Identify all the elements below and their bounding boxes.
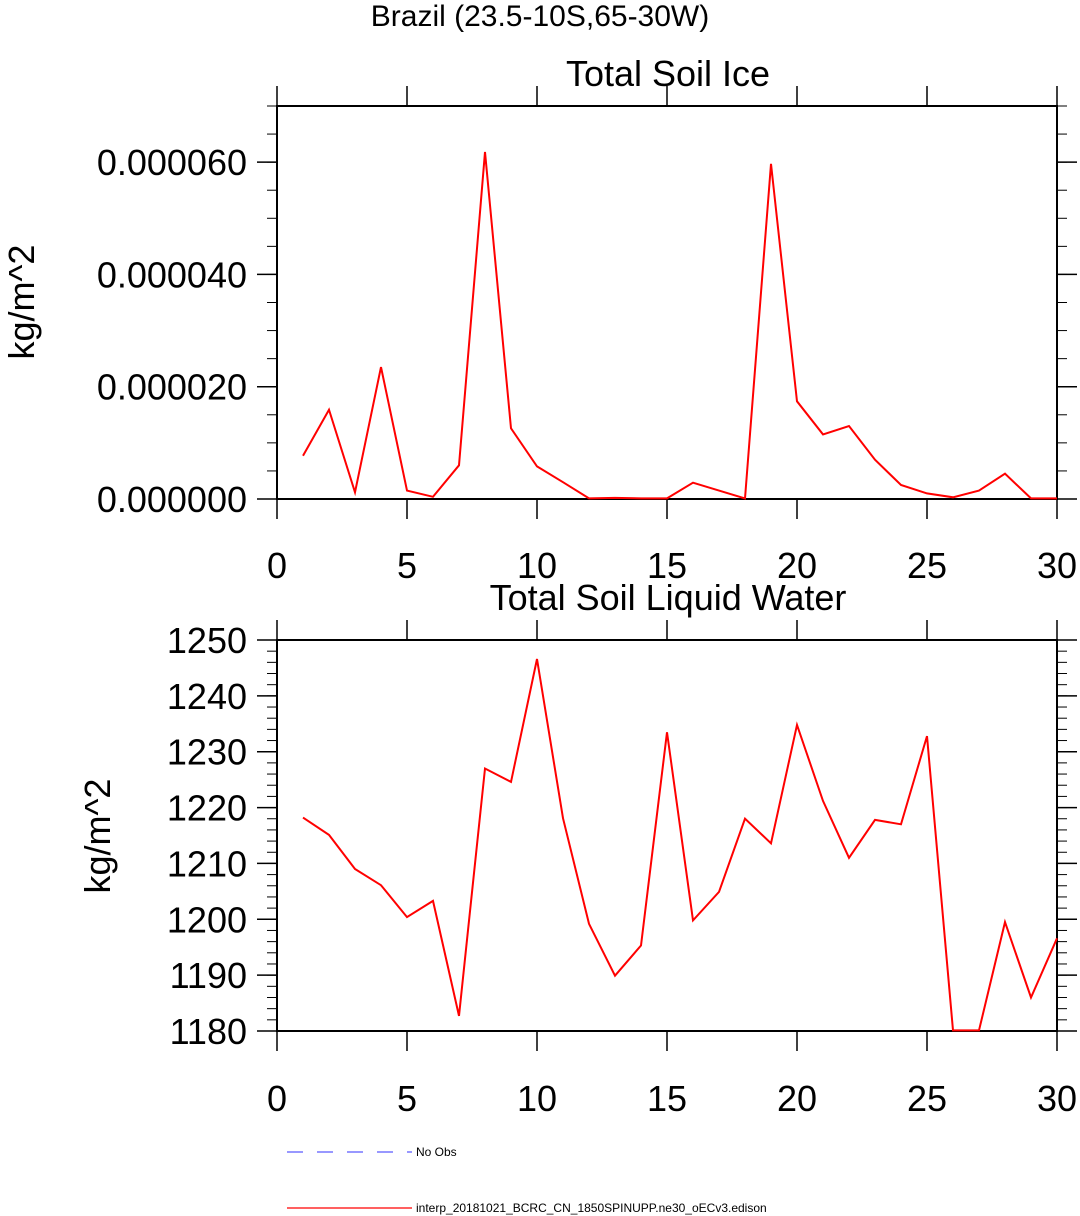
tick-labels: 0 5 10 15 20 25 30 1180 1190 1200 1210 1220 1230 1240…	[167, 620, 1077, 1119]
page-title: Brazil (23.5-10S,65-30W)	[371, 0, 709, 33]
chart-title: Total Soil Ice	[566, 53, 770, 94]
plot-frame	[276, 105, 1058, 500]
y-tick-label: 1180	[170, 1011, 247, 1052]
x-tick-label: 25	[907, 545, 947, 586]
axes	[257, 620, 1077, 1051]
y-tick-label: 1200	[167, 899, 247, 940]
chart-soil-liquid-water: Total Soil Liquid Water kg/m^2 0 5 10 15 20 2…	[77, 577, 1077, 1119]
chart-soil-ice: Total Soil Ice kg/m^2 0 5 10 15 20 25 30 0.0000…	[1, 53, 1077, 586]
x-tick-label: 30	[1037, 1078, 1077, 1119]
y-tick-label: 1210	[167, 843, 247, 884]
x-tick-label: 10	[517, 545, 557, 586]
legend-label-model: interp_20181021_BCRC_CN_1850SPINUPP.ne30…	[416, 1201, 767, 1215]
plot-area	[302, 151, 1057, 500]
x-tick-label: 5	[397, 545, 417, 586]
legend-label-no-obs: No Obs	[416, 1145, 457, 1159]
plot-area	[302, 658, 1058, 1032]
y-axis-label: kg/m^2	[1, 245, 42, 360]
y-tick-label: 1190	[170, 955, 247, 996]
axes	[257, 86, 1077, 519]
y-tick-label: 0.000020	[97, 367, 247, 408]
x-tick-label: 25	[907, 1078, 947, 1119]
y-tick-label: 1230	[167, 732, 247, 773]
y-tick-label: 0.000060	[97, 142, 247, 183]
tick-labels: 0 5 10 15 20 25 30 0.000000 0.000020 0.000040 0.00…	[97, 142, 1077, 586]
y-tick-label: 1250	[167, 620, 247, 661]
series-line	[302, 658, 1058, 1032]
plot-frame	[276, 639, 1058, 1032]
x-tick-label: 10	[517, 1078, 557, 1119]
x-tick-label: 15	[647, 1078, 687, 1119]
x-tick-label: 0	[267, 545, 287, 586]
x-tick-label: 5	[397, 1078, 417, 1119]
x-tick-label: 20	[777, 545, 817, 586]
y-tick-label: 0.000000	[97, 479, 247, 520]
y-tick-label: 1220	[167, 788, 247, 829]
legend: No Obs interp_20181021_BCRC_CN_1850SPINU…	[287, 1145, 767, 1215]
chart-title: Total Soil Liquid Water	[490, 577, 847, 618]
x-tick-label: 30	[1037, 545, 1077, 586]
x-tick-label: 20	[777, 1078, 817, 1119]
x-tick-label: 15	[647, 545, 687, 586]
y-tick-label: 1240	[167, 676, 247, 717]
y-tick-label: 0.000040	[97, 254, 247, 295]
series-line	[302, 151, 1057, 500]
x-tick-label: 0	[267, 1078, 287, 1119]
y-axis-label: kg/m^2	[77, 779, 118, 894]
